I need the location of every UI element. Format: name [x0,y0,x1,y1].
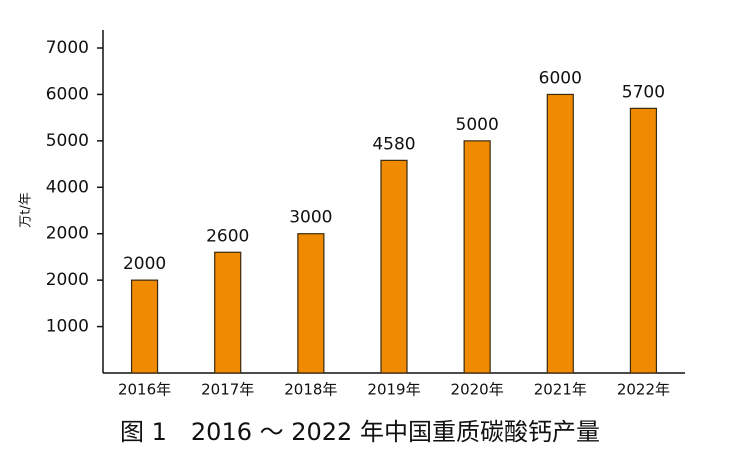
y-tick-label: 6000 [46,84,89,104]
bar [463,140,491,374]
value-label: 5000 [456,115,499,135]
y-tick-label: 2000 [46,270,89,290]
x-tick-label: 2016年 [118,381,171,399]
bar [629,107,658,374]
x-tick-label: 2019年 [367,381,420,399]
y-axis-label: 万t/年 [19,192,34,227]
x-tick-label: 2020年 [451,381,504,399]
bar [297,233,325,374]
y-tick-label: 4000 [46,177,89,197]
x-tick-label: 2017年 [201,381,254,399]
value-label: 4580 [372,134,415,154]
value-label: 6000 [539,68,582,88]
y-tick-label: 1000 [46,317,89,337]
value-label: 3000 [289,208,332,228]
chart-title: 图 1 2016 ～ 2022 年中国重质碳酸钙产量 [120,418,600,446]
value-label: 2000 [123,254,166,274]
bar [214,251,242,374]
x-tick-label: 2021年 [534,381,587,399]
x-tick-label: 2022年 [617,381,670,399]
value-label: 2600 [206,226,249,246]
value-label: 5700 [622,82,665,102]
bar [546,93,574,374]
y-tick-label: 7000 [46,38,89,58]
y-tick-label: 2000 [46,224,89,244]
bar [380,159,408,374]
y-tick-label: 5000 [46,131,89,151]
bar [130,279,159,374]
x-tick-label: 2018年 [284,381,337,399]
